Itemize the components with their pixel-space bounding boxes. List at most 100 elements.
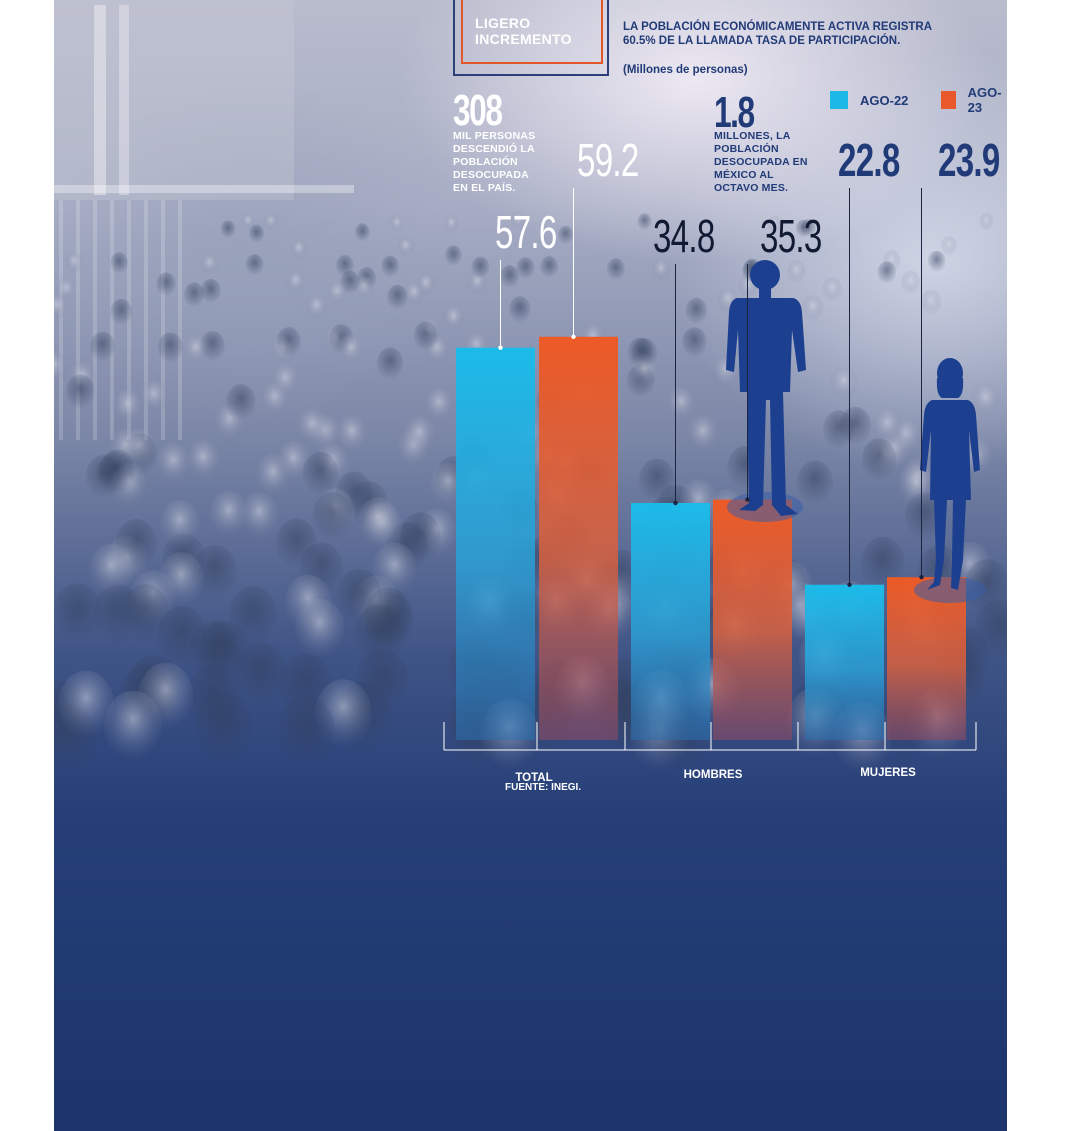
crowd-head: [335, 414, 368, 455]
bar-hombres-ago-23: [713, 499, 792, 740]
bar-hombres-ago-22: [631, 503, 710, 740]
leader-dot: [847, 582, 852, 587]
stat-text-308: MIL PERSONAS DESCENDIÓ LA POBLACIÓN DESO…: [453, 130, 536, 194]
crowd-head: [275, 518, 318, 570]
crowd-head: [860, 536, 905, 590]
crowd-head: [767, 215, 782, 234]
leader-dot: [673, 500, 678, 506]
bar-mujeres-ago-23: [887, 577, 966, 740]
crowd-head: [901, 270, 921, 295]
crowd-head: [606, 258, 625, 281]
crowd-head: [355, 649, 410, 715]
crowd-head: [271, 363, 300, 398]
chart-subtitle: LA POBLACIÓN ECONÓMICAMENTE ACTIVA REGIS…: [623, 21, 933, 47]
crowd-head: [442, 304, 465, 332]
crowd-head: [139, 379, 169, 415]
crowd-head: [58, 670, 114, 739]
crowd-head: [56, 277, 77, 302]
source-note: FUENTE: INEGI.: [505, 782, 582, 793]
crowd-head: [403, 415, 436, 456]
category-label-total: TOTAL: [515, 772, 552, 784]
crowd-head: [295, 598, 345, 659]
crowd-head: [241, 212, 256, 231]
crowd-head: [403, 281, 425, 306]
crowd-head: [220, 220, 236, 239]
crowd-head: [540, 256, 559, 278]
crowd-head: [54, 351, 68, 384]
crowd-head: [326, 280, 348, 306]
crowd-head: [444, 245, 462, 267]
crowd-head: [159, 500, 200, 549]
crowd-head: [682, 327, 707, 358]
value-label-mujeres-ago-23: 23.9: [938, 136, 1000, 186]
crowd-head: [376, 347, 404, 380]
crowd-head: [157, 605, 207, 667]
crowd-head: [897, 464, 935, 510]
crowd-head: [110, 298, 133, 326]
crowd-head: [305, 294, 328, 321]
crowd-head: [801, 295, 824, 322]
crowd-head: [796, 460, 834, 505]
crowd-head: [54, 583, 102, 642]
legend-swatch-ago22: [830, 91, 848, 109]
crowd-head: [156, 272, 176, 297]
crowd-head: [516, 257, 535, 280]
crowd-head: [801, 219, 816, 237]
crowd-head: [686, 414, 720, 455]
crowd-head: [413, 321, 438, 351]
crowd-head: [637, 213, 652, 231]
crowd-head: [155, 442, 191, 486]
crowd-head: [296, 407, 328, 447]
crowd-head: [208, 490, 249, 539]
crowd-head: [651, 258, 671, 281]
crowd-head: [358, 497, 399, 546]
crowd-head: [183, 334, 209, 366]
crowd-head: [185, 439, 221, 482]
legend-item-ago23: AGO-23: [941, 85, 1007, 115]
crowd-head: [200, 253, 219, 275]
crowd-head: [277, 696, 336, 767]
crowd-head: [263, 213, 278, 231]
value-label-mujeres-ago-22: 22.8: [838, 136, 900, 186]
crowd-head: [234, 642, 288, 707]
crowd-head: [194, 691, 253, 762]
stat-number-308: 308: [453, 86, 503, 135]
crowd-head: [276, 327, 302, 357]
crowd-head: [249, 224, 265, 243]
stat-text-1-8: MILLONES, LA POBLACIÓN DESOCUPADA EN MÉX…: [714, 130, 808, 194]
crowd-head: [338, 334, 364, 366]
crowd-head: [285, 270, 306, 294]
crowd-head: [822, 277, 843, 302]
crowd-head: [157, 332, 183, 363]
value-label-hombres-ago-22: 34.8: [653, 212, 715, 262]
leader-dot: [498, 345, 503, 350]
crowd-head: [940, 236, 958, 256]
value-label-hombres-ago-23: 35.3: [760, 212, 822, 262]
units-label: (Millones de personas): [623, 64, 748, 76]
crowd-head: [638, 458, 676, 503]
bar-total-ago-22: [456, 347, 535, 740]
crowd-head: [354, 223, 370, 242]
crowd-head: [276, 440, 311, 483]
poster-background: 57.6 59.2 34.8 35.3 22.8 23.9 TOTAL HOMBRES MUJ…: [54, 0, 1007, 1131]
crowd-head: [245, 253, 264, 276]
stat-number-1-8: 1.8: [714, 88, 755, 137]
crowd-head: [920, 290, 942, 316]
crowd-head: [871, 406, 904, 446]
crowd-head: [397, 237, 414, 257]
crowd-head: [511, 211, 526, 229]
title-frame-inner: [461, 0, 603, 64]
crowd-head: [90, 331, 116, 362]
crowd-head: [158, 552, 204, 607]
crowd-head: [200, 278, 221, 304]
crowd-head: [88, 543, 134, 598]
crowd-head: [229, 586, 277, 645]
leader-dot: [745, 497, 750, 502]
crowd-head: [822, 410, 855, 450]
crowd-head: [471, 256, 490, 279]
crowd-head: [112, 388, 143, 426]
crowd-head: [65, 251, 83, 274]
crowd-head: [110, 252, 129, 274]
crowd-head: [302, 451, 339, 496]
crowd-head: [666, 386, 697, 423]
